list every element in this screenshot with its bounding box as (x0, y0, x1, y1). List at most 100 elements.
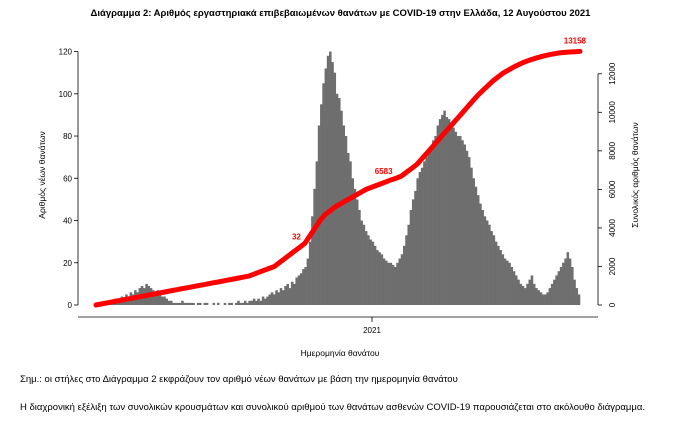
daily-deaths-bar (308, 241, 312, 305)
daily-deaths-bar (521, 285, 525, 305)
daily-deaths-bar (228, 302, 231, 305)
left-axis-tick-label: 40 (63, 217, 72, 226)
daily-deaths-bar (367, 235, 370, 305)
daily-deaths-bar (364, 231, 368, 305)
daily-deaths-bar (304, 266, 307, 305)
daily-deaths-bar (178, 302, 182, 305)
daily-deaths-bar (284, 285, 287, 305)
daily-deaths-bar (338, 98, 341, 306)
cumulative-annotation: 13158 (564, 36, 587, 45)
daily-deaths-bar (387, 262, 390, 305)
daily-deaths-bar (358, 209, 361, 305)
daily-deaths-bar (324, 68, 328, 306)
right-axis-tick-label: 10000 (608, 101, 617, 124)
daily-deaths-bar (362, 224, 366, 305)
daily-deaths-bar (461, 140, 464, 305)
daily-deaths-bar (205, 302, 209, 305)
right-axis-tick-label: 2000 (608, 257, 617, 275)
daily-deaths-bar (438, 119, 442, 305)
daily-deaths-bar (548, 288, 552, 305)
daily-deaths-bar (537, 290, 540, 305)
daily-deaths-bar (429, 146, 433, 305)
daily-deaths-bar (470, 167, 473, 305)
right-axis-tick-label: 4000 (608, 218, 617, 236)
daily-deaths-bar (396, 262, 399, 305)
daily-deaths-bar (418, 171, 422, 305)
daily-deaths-bar (192, 302, 195, 305)
left-axis-tick-label: 120 (59, 48, 73, 57)
daily-deaths-bar (344, 136, 348, 305)
daily-deaths-bar (163, 296, 166, 305)
daily-deaths-bar (342, 125, 346, 305)
daily-deaths-bar (355, 199, 359, 305)
daily-deaths-bar (568, 258, 572, 305)
daily-deaths-bar (434, 136, 437, 305)
daily-deaths-bar (156, 290, 160, 305)
daily-deaths-bar (230, 302, 233, 305)
daily-deaths-bar (261, 296, 265, 305)
daily-deaths-bar (203, 302, 207, 305)
daily-deaths-bar (371, 241, 375, 305)
daily-deaths-bar (416, 178, 419, 305)
daily-deaths-bar (297, 275, 301, 305)
daily-deaths-bar (268, 294, 272, 305)
daily-deaths-bar (243, 300, 247, 305)
daily-deaths-bar (154, 292, 157, 305)
daily-deaths-bar (483, 216, 487, 305)
daily-deaths-bar (420, 167, 424, 305)
daily-deaths-bar (250, 300, 254, 305)
daily-deaths-bar (212, 302, 216, 305)
left-axis-tick-label: 100 (59, 90, 73, 99)
daily-deaths-bar (286, 283, 289, 305)
daily-deaths-bar (376, 250, 379, 305)
daily-deaths-bar (273, 294, 276, 305)
daily-deaths-bar (277, 292, 281, 305)
daily-deaths-bar (340, 110, 343, 305)
daily-deaths-bar (550, 283, 554, 305)
daily-deaths-bar (523, 288, 527, 305)
daily-deaths-bar (530, 275, 534, 305)
daily-deaths-bar (394, 266, 397, 305)
daily-deaths-bar (299, 273, 303, 305)
daily-deaths-bar (217, 302, 220, 305)
daily-deaths-bar (492, 235, 496, 305)
daily-deaths-bar (279, 288, 283, 305)
daily-deaths-bar (488, 224, 491, 305)
daily-deaths-bar (264, 298, 267, 305)
left-axis-tick-label: 0 (68, 301, 73, 310)
daily-deaths-bar (476, 195, 480, 305)
daily-deaths-bar (423, 161, 426, 305)
daily-deaths-bar (427, 152, 431, 305)
daily-deaths-bar (515, 275, 518, 305)
daily-deaths-bar (577, 294, 581, 305)
daily-deaths-bars (100, 51, 581, 306)
daily-deaths-bar (176, 302, 180, 305)
daily-deaths-bar (506, 260, 509, 305)
daily-deaths-bar (490, 231, 493, 305)
daily-deaths-bar (517, 279, 520, 305)
daily-deaths-bar (575, 288, 579, 305)
daily-deaths-bar (559, 266, 563, 305)
daily-deaths-bar (270, 292, 274, 305)
daily-deaths-bar (349, 161, 352, 305)
daily-deaths-bar (425, 157, 428, 305)
daily-deaths-bar (452, 127, 455, 305)
daily-deaths-bar (503, 258, 507, 305)
daily-deaths-bar (407, 224, 410, 305)
daily-deaths-bar (544, 294, 547, 305)
daily-deaths-bar (187, 302, 191, 305)
daily-deaths-bar (158, 294, 162, 305)
daily-deaths-bar (474, 186, 478, 305)
daily-deaths-bar (398, 258, 402, 305)
daily-deaths-bar (302, 269, 305, 305)
daily-deaths-bar (562, 262, 565, 305)
daily-deaths-bar (526, 283, 529, 305)
daily-deaths-bar (459, 136, 462, 305)
deaths-chart: 6583 13158 32 0 20 40 60 80 100 120 0 2000 4000 6000… (37, 36, 640, 358)
daily-deaths-bar (234, 302, 238, 305)
daily-deaths-bar (402, 245, 406, 305)
note-evolution: Η διαχρονική εξέλιξη των συνολικών κρουσ… (20, 402, 646, 413)
daily-deaths-bar (411, 199, 415, 305)
daily-deaths-bar (532, 283, 536, 305)
daily-deaths-bar (465, 150, 469, 305)
